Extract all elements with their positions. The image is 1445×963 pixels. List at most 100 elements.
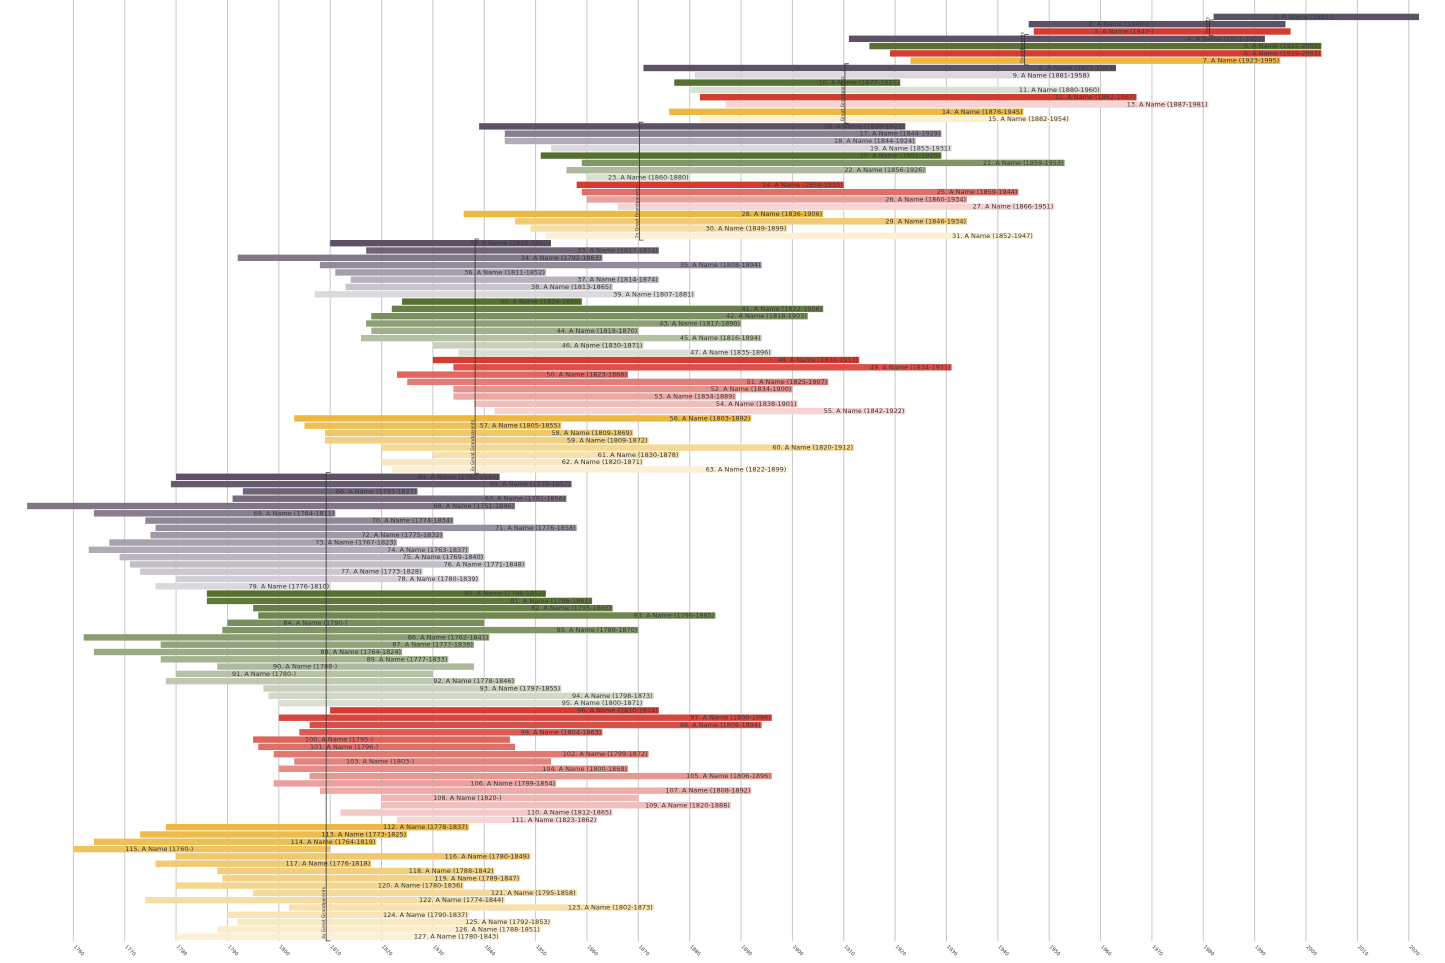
lifespan-bar [869, 42, 1322, 50]
person-label: 50. A Name (1823-1868) [546, 371, 627, 379]
lifespan-bar [160, 641, 474, 648]
person-label: 43. A Name (1817-1890) [659, 320, 740, 328]
person-label: 49. A Name (1834-1931) [870, 363, 951, 371]
lifespan-bar [458, 349, 772, 356]
lifespan-bar [278, 714, 772, 721]
person-label: 126. A Name (1788-1851) [455, 925, 540, 933]
lifespan-bar [617, 203, 1055, 210]
lifespan-bar [694, 72, 1091, 79]
person-label: 77. A Name (1773-1828) [341, 568, 422, 576]
person-label: 42. A Name (1818-1903) [726, 312, 807, 320]
lifespan-bar [515, 218, 968, 225]
person-label: 24. A Name (1858-1910) [762, 181, 843, 189]
x-tick-label: 1940 [996, 944, 1009, 957]
lifespan-bar [88, 546, 469, 553]
person-label: 93. A Name (1797-1855) [480, 685, 561, 693]
person-label: 99. A Name (1804-1863) [521, 728, 602, 736]
person-label: 23. A Name (1860-1880) [608, 174, 689, 182]
generation-bracket [639, 121, 644, 241]
lifespan-bar [289, 904, 654, 911]
x-tick-label: 1930 [945, 944, 958, 957]
lifespan-bar [93, 510, 336, 517]
lifespan-bar [581, 188, 1019, 196]
lifespan-bar [366, 247, 659, 254]
lifespan-bar [150, 532, 444, 539]
lifespan-bar [217, 867, 495, 875]
generation-bracket [1209, 19, 1214, 37]
lifespan-bar [109, 539, 397, 546]
person-label: 71. A Name (1776-1858) [495, 524, 576, 532]
lifespan-bar [463, 210, 824, 218]
lifespan-bar [699, 94, 1137, 101]
person-label: 113. A Name (1773-1825) [321, 831, 406, 839]
person-label: 51. A Name (1825-1907) [747, 378, 828, 386]
lifespan-bar [530, 225, 788, 232]
person-label: 44. A Name (1818-1870) [557, 327, 638, 335]
lifespan-bar [371, 327, 639, 334]
person-label: 84. A Name (1790-) [283, 619, 347, 627]
lifespan-bar [263, 685, 562, 692]
lifespan-bar [206, 597, 593, 605]
person-label: 73. A Name (1767-1823) [315, 539, 396, 547]
lifespan-bar [319, 787, 752, 794]
lifespan-bar [479, 123, 906, 130]
person-label: 122. A Name (1774-1844) [419, 896, 504, 904]
person-label: 106. A Name (1799-1854) [470, 779, 555, 787]
person-label: 12. A Name (1882-1967) [1055, 93, 1136, 101]
lifespan-bar [366, 320, 742, 327]
generation-label: 2x Great Grandparents [634, 186, 640, 238]
x-tick-label: 1800 [277, 944, 290, 957]
person-label: 62. A Name (1820-1871) [562, 458, 643, 466]
lifespan-bar [155, 860, 372, 867]
x-tick-label: 1820 [380, 944, 393, 957]
lifespan-bar [170, 480, 572, 488]
lifespan-bar [453, 364, 952, 371]
lifespan-bar [278, 765, 629, 772]
lifespan-bar [145, 897, 505, 904]
person-label: 66. A Name (1793-1827) [336, 487, 417, 495]
lifespan-bar [910, 57, 1281, 64]
person-label: 97. A Name (1800-1896) [690, 714, 771, 722]
person-label: 17. A Name (1844-1929) [860, 130, 941, 138]
lifespan-bar [93, 838, 377, 845]
person-label: 21. A Name (1859-1953) [983, 159, 1064, 167]
person-label: 91. A Name (1780-) [232, 670, 296, 678]
lifespan-bar [391, 466, 788, 473]
lifespan-bar [299, 729, 603, 736]
generation-bracket [325, 472, 331, 942]
person-label: 108. A Name (1820-) [433, 794, 501, 802]
person-label: 107. A Name (1808-1892) [666, 787, 751, 795]
lifespan-bar [504, 137, 916, 145]
lifespan-bar [309, 772, 772, 780]
person-label: 26. A Name (1860-1934) [885, 195, 966, 203]
generation-label: Parents [1205, 16, 1211, 33]
person-label: 46. A Name (1830-1871) [562, 341, 643, 349]
person-label: 9. A Name (1881-1958) [1013, 71, 1090, 79]
lifespan-bar [381, 459, 644, 466]
x-tick-label: 2010 [1356, 944, 1369, 957]
lifespan-bar [165, 678, 516, 685]
lifespan-bar [222, 875, 521, 882]
person-label: 109. A Name (1820-1888) [645, 801, 730, 809]
lifespan-bar [545, 232, 1034, 240]
person-label: 90. A Name (1788-) [273, 663, 337, 671]
x-tick-label: 2000 [1305, 944, 1318, 957]
person-label: 14. A Name (1876-1945) [942, 108, 1023, 116]
lifespan-bar [176, 670, 433, 678]
person-label: 38. A Name (1813-1865) [531, 283, 612, 291]
person-label: 52. A Name (1834-1900) [711, 385, 792, 393]
person-label: 45. A Name (1816-1894) [680, 334, 761, 342]
person-label: 105. A Name (1806-1896) [686, 772, 771, 780]
lifespan-bar [540, 152, 942, 159]
generation-bracket [474, 238, 480, 475]
lifespan-bar [453, 393, 736, 400]
lifespan-bar [586, 174, 690, 181]
person-label: 125. A Name (1792-1853) [465, 918, 550, 926]
lifespan-bar [345, 283, 613, 291]
person-label: 94. A Name (1798-1873) [572, 692, 653, 700]
lifespan-bar [227, 911, 469, 918]
lifespan-bar [325, 429, 634, 437]
generation-label: Great Grandparents [840, 76, 846, 122]
lifespan-bar [350, 276, 659, 283]
